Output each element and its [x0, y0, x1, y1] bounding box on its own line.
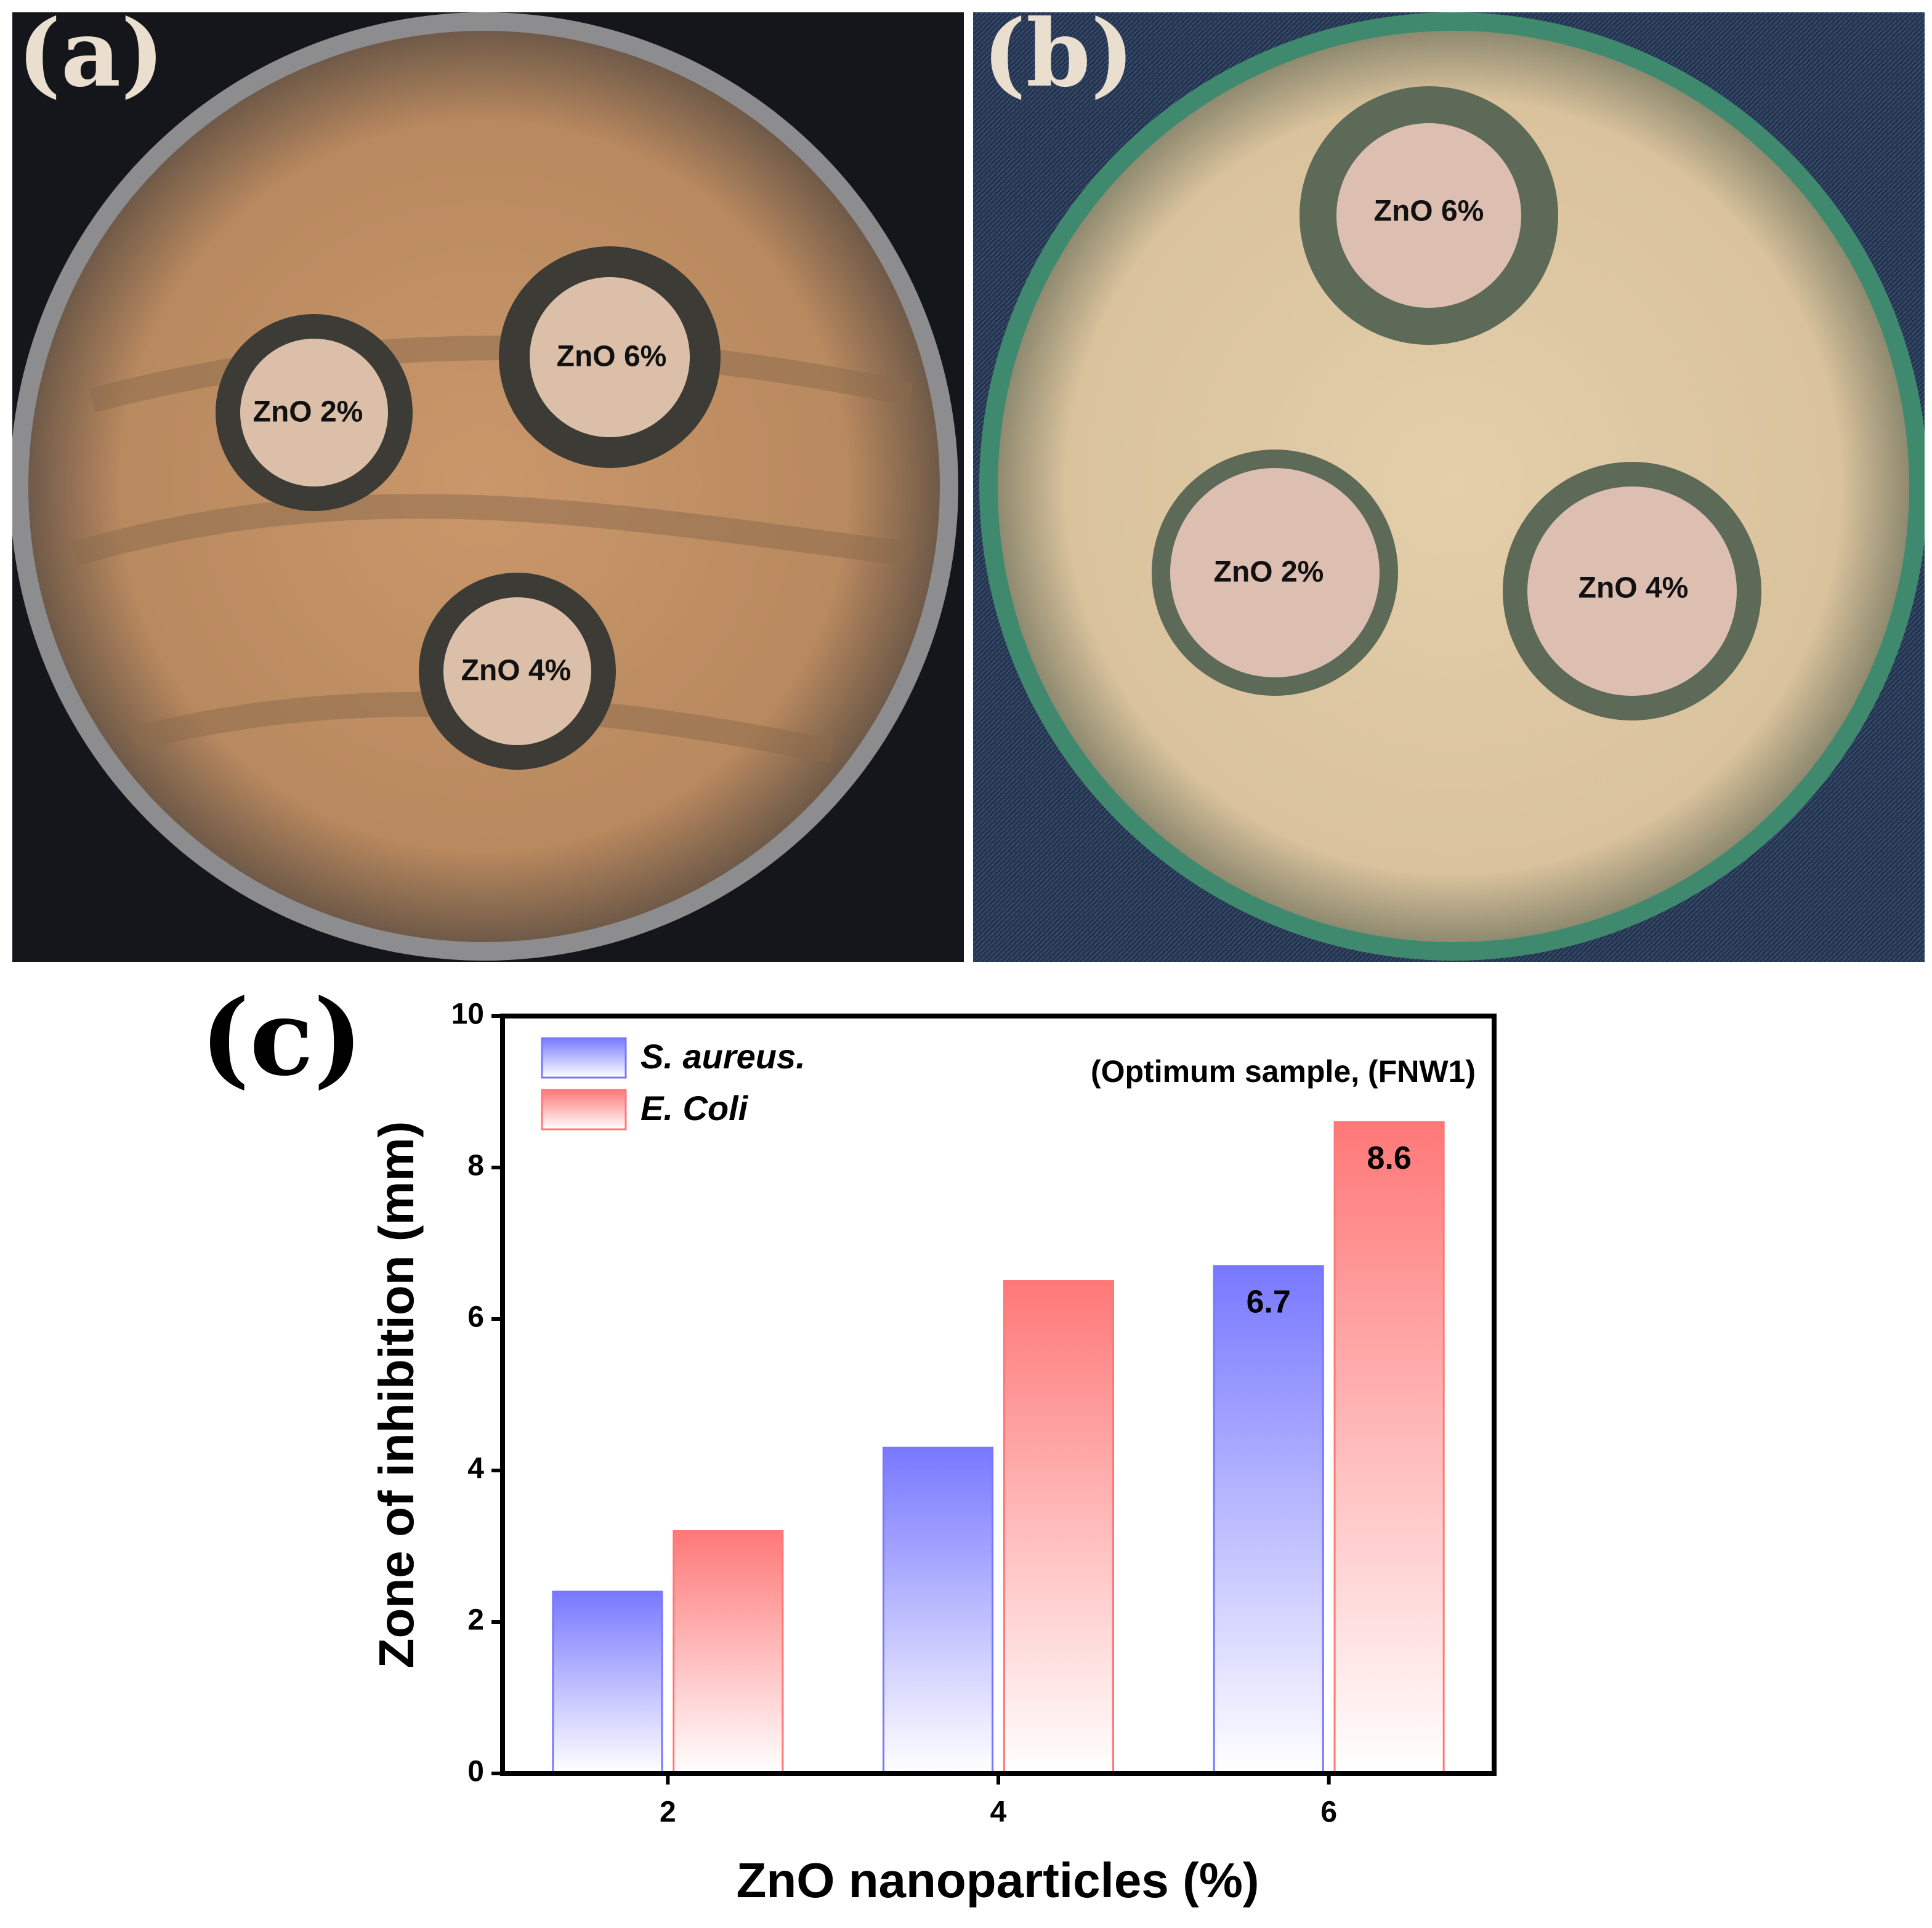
- plot-frame: [500, 1014, 1497, 1776]
- y-tick-label: 2: [467, 1604, 484, 1637]
- bar: [1333, 1121, 1445, 1775]
- y-tick-label: 4: [467, 1453, 484, 1485]
- disk-label: ZnO 4%: [1578, 572, 1689, 605]
- disk-label: ZnO 6%: [1374, 195, 1484, 228]
- x-tick-label: 6: [1320, 1796, 1337, 1829]
- disk-label: ZnO 6%: [557, 341, 667, 373]
- bar: [1213, 1265, 1324, 1775]
- panel-label: (c): [200, 977, 363, 1100]
- x-tick-label: 2: [660, 1796, 676, 1829]
- bar: [1003, 1280, 1114, 1775]
- disk-label: ZnO 2%: [253, 396, 363, 429]
- disk-label: ZnO 2%: [1214, 556, 1324, 589]
- panel-label: (b): [982, 0, 1134, 108]
- disk-label: ZnO 4%: [461, 655, 572, 687]
- bar: [552, 1591, 663, 1775]
- bar: [883, 1446, 994, 1775]
- photo-a: (a) ZnO 2% ZnO 6% ZnO 4%: [12, 0, 964, 962]
- y-tick-label: 10: [451, 998, 484, 1031]
- legend-swatch: [541, 1037, 627, 1079]
- annotation: (Optimum sample, (FNW1): [1091, 1054, 1476, 1089]
- legend-swatch: [541, 1089, 627, 1131]
- x-tick-label: 4: [990, 1796, 1007, 1829]
- value-label: 6.7: [1247, 1285, 1291, 1320]
- agar: [28, 31, 940, 942]
- y-tick-label: 8: [467, 1150, 484, 1182]
- value-label: 8.6: [1367, 1140, 1411, 1176]
- y-tick-label: 0: [467, 1756, 484, 1788]
- agar: [998, 31, 1909, 942]
- photo-b: (b) ZnO 6% ZnO 2% ZnO 4%: [973, 0, 1925, 962]
- bar: [673, 1530, 784, 1775]
- x-axis-title: ZnO nanoparticles (%): [737, 1853, 1259, 1908]
- y-axis-title: Zone of inhibition (mm): [369, 1121, 424, 1669]
- panel-label: (a): [17, 0, 164, 108]
- legend-label: S. aureus.: [641, 1037, 806, 1076]
- y-tick-label: 6: [467, 1301, 484, 1334]
- legend-label: E. Coli: [641, 1089, 749, 1127]
